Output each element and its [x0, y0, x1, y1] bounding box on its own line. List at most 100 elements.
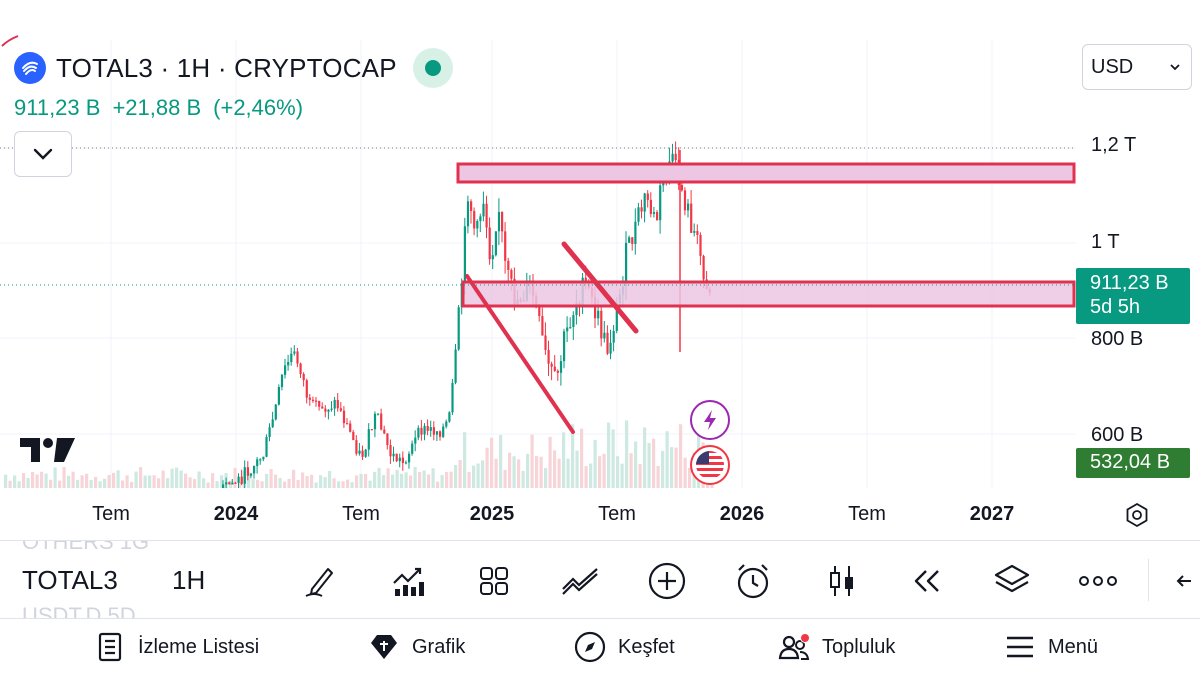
candle-body: [504, 231, 507, 261]
volume-bar: [422, 470, 426, 488]
more-button[interactable]: [1076, 559, 1120, 603]
chart-area[interactable]: TOTAL3 · 1H · CRYPTOCAP 911,23 B +21,88 …: [0, 0, 1200, 540]
chart-gem-icon: [368, 631, 400, 663]
nav-chart[interactable]: Grafik: [368, 631, 465, 663]
symbol-picker[interactable]: TOTAL3: [22, 565, 118, 595]
alert-button[interactable]: [731, 559, 775, 603]
market-status-icon[interactable]: [412, 48, 453, 88]
indicators-button[interactable]: [386, 559, 430, 603]
volume-bar: [319, 475, 323, 488]
event-flash-icon[interactable]: [690, 400, 730, 440]
symbol-title[interactable]: TOTAL3 · 1H · CRYPTOCAP: [56, 52, 397, 83]
volume-bar: [17, 481, 21, 488]
volume-bar: [638, 464, 642, 488]
axis-settings-button[interactable]: [1122, 500, 1152, 530]
add-symbol-button[interactable]: [645, 559, 689, 603]
volume-bar: [143, 475, 147, 488]
volume-bar: [323, 477, 327, 488]
volume-bar: [238, 482, 242, 488]
replay-icon: [914, 570, 939, 592]
collapse-toolbar-button[interactable]: [1168, 559, 1198, 603]
currency-value: USD: [1091, 55, 1134, 78]
collapse-legend-button[interactable]: [14, 131, 72, 177]
volume-bar: [427, 474, 431, 488]
volume-bar: [193, 479, 197, 488]
volume-bar: [103, 478, 107, 488]
volume-bar: [53, 467, 57, 488]
more-icon: [1079, 576, 1117, 586]
volume-bar: [80, 475, 84, 488]
volume-bar: [526, 453, 530, 488]
candle-body: [609, 342, 612, 354]
candle-body: [628, 237, 631, 243]
candle-body: [249, 473, 253, 476]
time-axis-label: 2025: [469, 503, 515, 525]
candle-body: [321, 406, 324, 409]
us-economic-event-icon[interactable]: [690, 445, 730, 485]
nav-watchlist[interactable]: İzleme Listesi: [94, 631, 259, 663]
nav-watchlist-label: İzleme Listesi: [138, 635, 260, 658]
candle-body: [485, 203, 488, 228]
layers-button[interactable]: [990, 559, 1034, 603]
candle-body: [507, 260, 510, 271]
candle-body: [383, 429, 386, 434]
volume-bar: [476, 463, 480, 488]
replay-button[interactable]: [904, 559, 948, 603]
candle-body: [398, 457, 401, 462]
price-chart[interactable]: [0, 0, 1200, 540]
candle-body: [358, 450, 361, 454]
candle-body: [246, 467, 249, 476]
compare-button[interactable]: [558, 559, 602, 603]
volume-bar: [170, 468, 174, 488]
candle-body: [634, 221, 637, 244]
volume-bar: [301, 472, 305, 488]
volume-bar: [292, 469, 296, 488]
volume-bar: [382, 475, 386, 488]
symbol-header[interactable]: TOTAL3 · 1H · CRYPTOCAP: [14, 48, 453, 88]
breakout-trendline: [561, 241, 639, 334]
cryptocap-logo: [14, 52, 46, 84]
candle-body: [687, 203, 690, 211]
bar-countdown: 5d 5h: [1090, 296, 1141, 318]
candle-body: [324, 408, 327, 412]
nav-community[interactable]: Topluluk: [778, 631, 895, 663]
volume-bar: [400, 473, 404, 488]
draw-icon: [305, 568, 333, 597]
community-icon: [778, 631, 810, 663]
volume-bar: [161, 470, 165, 488]
add-icon: [648, 562, 686, 600]
currency-select[interactable]: USD: [1082, 44, 1192, 90]
volume-bar: [4, 474, 8, 488]
chart-type-button[interactable]: [820, 559, 864, 603]
volume-bar: [661, 450, 665, 488]
volume-bar: [265, 473, 269, 488]
candle-body: [265, 436, 268, 457]
volume-bar: [134, 471, 138, 488]
layers-icon: [994, 564, 1030, 593]
price-axis-label: 1 T: [1091, 231, 1120, 253]
candle-body: [659, 185, 662, 221]
volume-bar: [571, 424, 575, 488]
candle-body: [222, 484, 225, 488]
volume-bar: [494, 458, 498, 488]
volume-bar: [346, 479, 350, 488]
volume-bar: [49, 479, 53, 488]
nav-menu[interactable]: Menü: [1004, 631, 1098, 663]
volume-bar: [562, 432, 566, 488]
volume-bar: [629, 453, 633, 488]
candle-body: [649, 199, 652, 214]
volume-bar: [184, 473, 188, 488]
draw-tools-button[interactable]: [298, 559, 342, 603]
interval-picker[interactable]: 1H: [172, 565, 206, 595]
back-icon: [1176, 575, 1191, 587]
candle-body: [466, 201, 470, 227]
nav-explore[interactable]: Keşfet: [574, 631, 675, 663]
candle-body: [606, 332, 609, 354]
volume-bar: [481, 460, 485, 488]
candle-body: [280, 374, 284, 388]
templates-button[interactable]: [472, 559, 516, 603]
candle-body: [414, 437, 417, 444]
time-axis-label: Tem: [598, 503, 636, 525]
volume-bar: [22, 473, 26, 488]
candle-body: [699, 234, 702, 257]
